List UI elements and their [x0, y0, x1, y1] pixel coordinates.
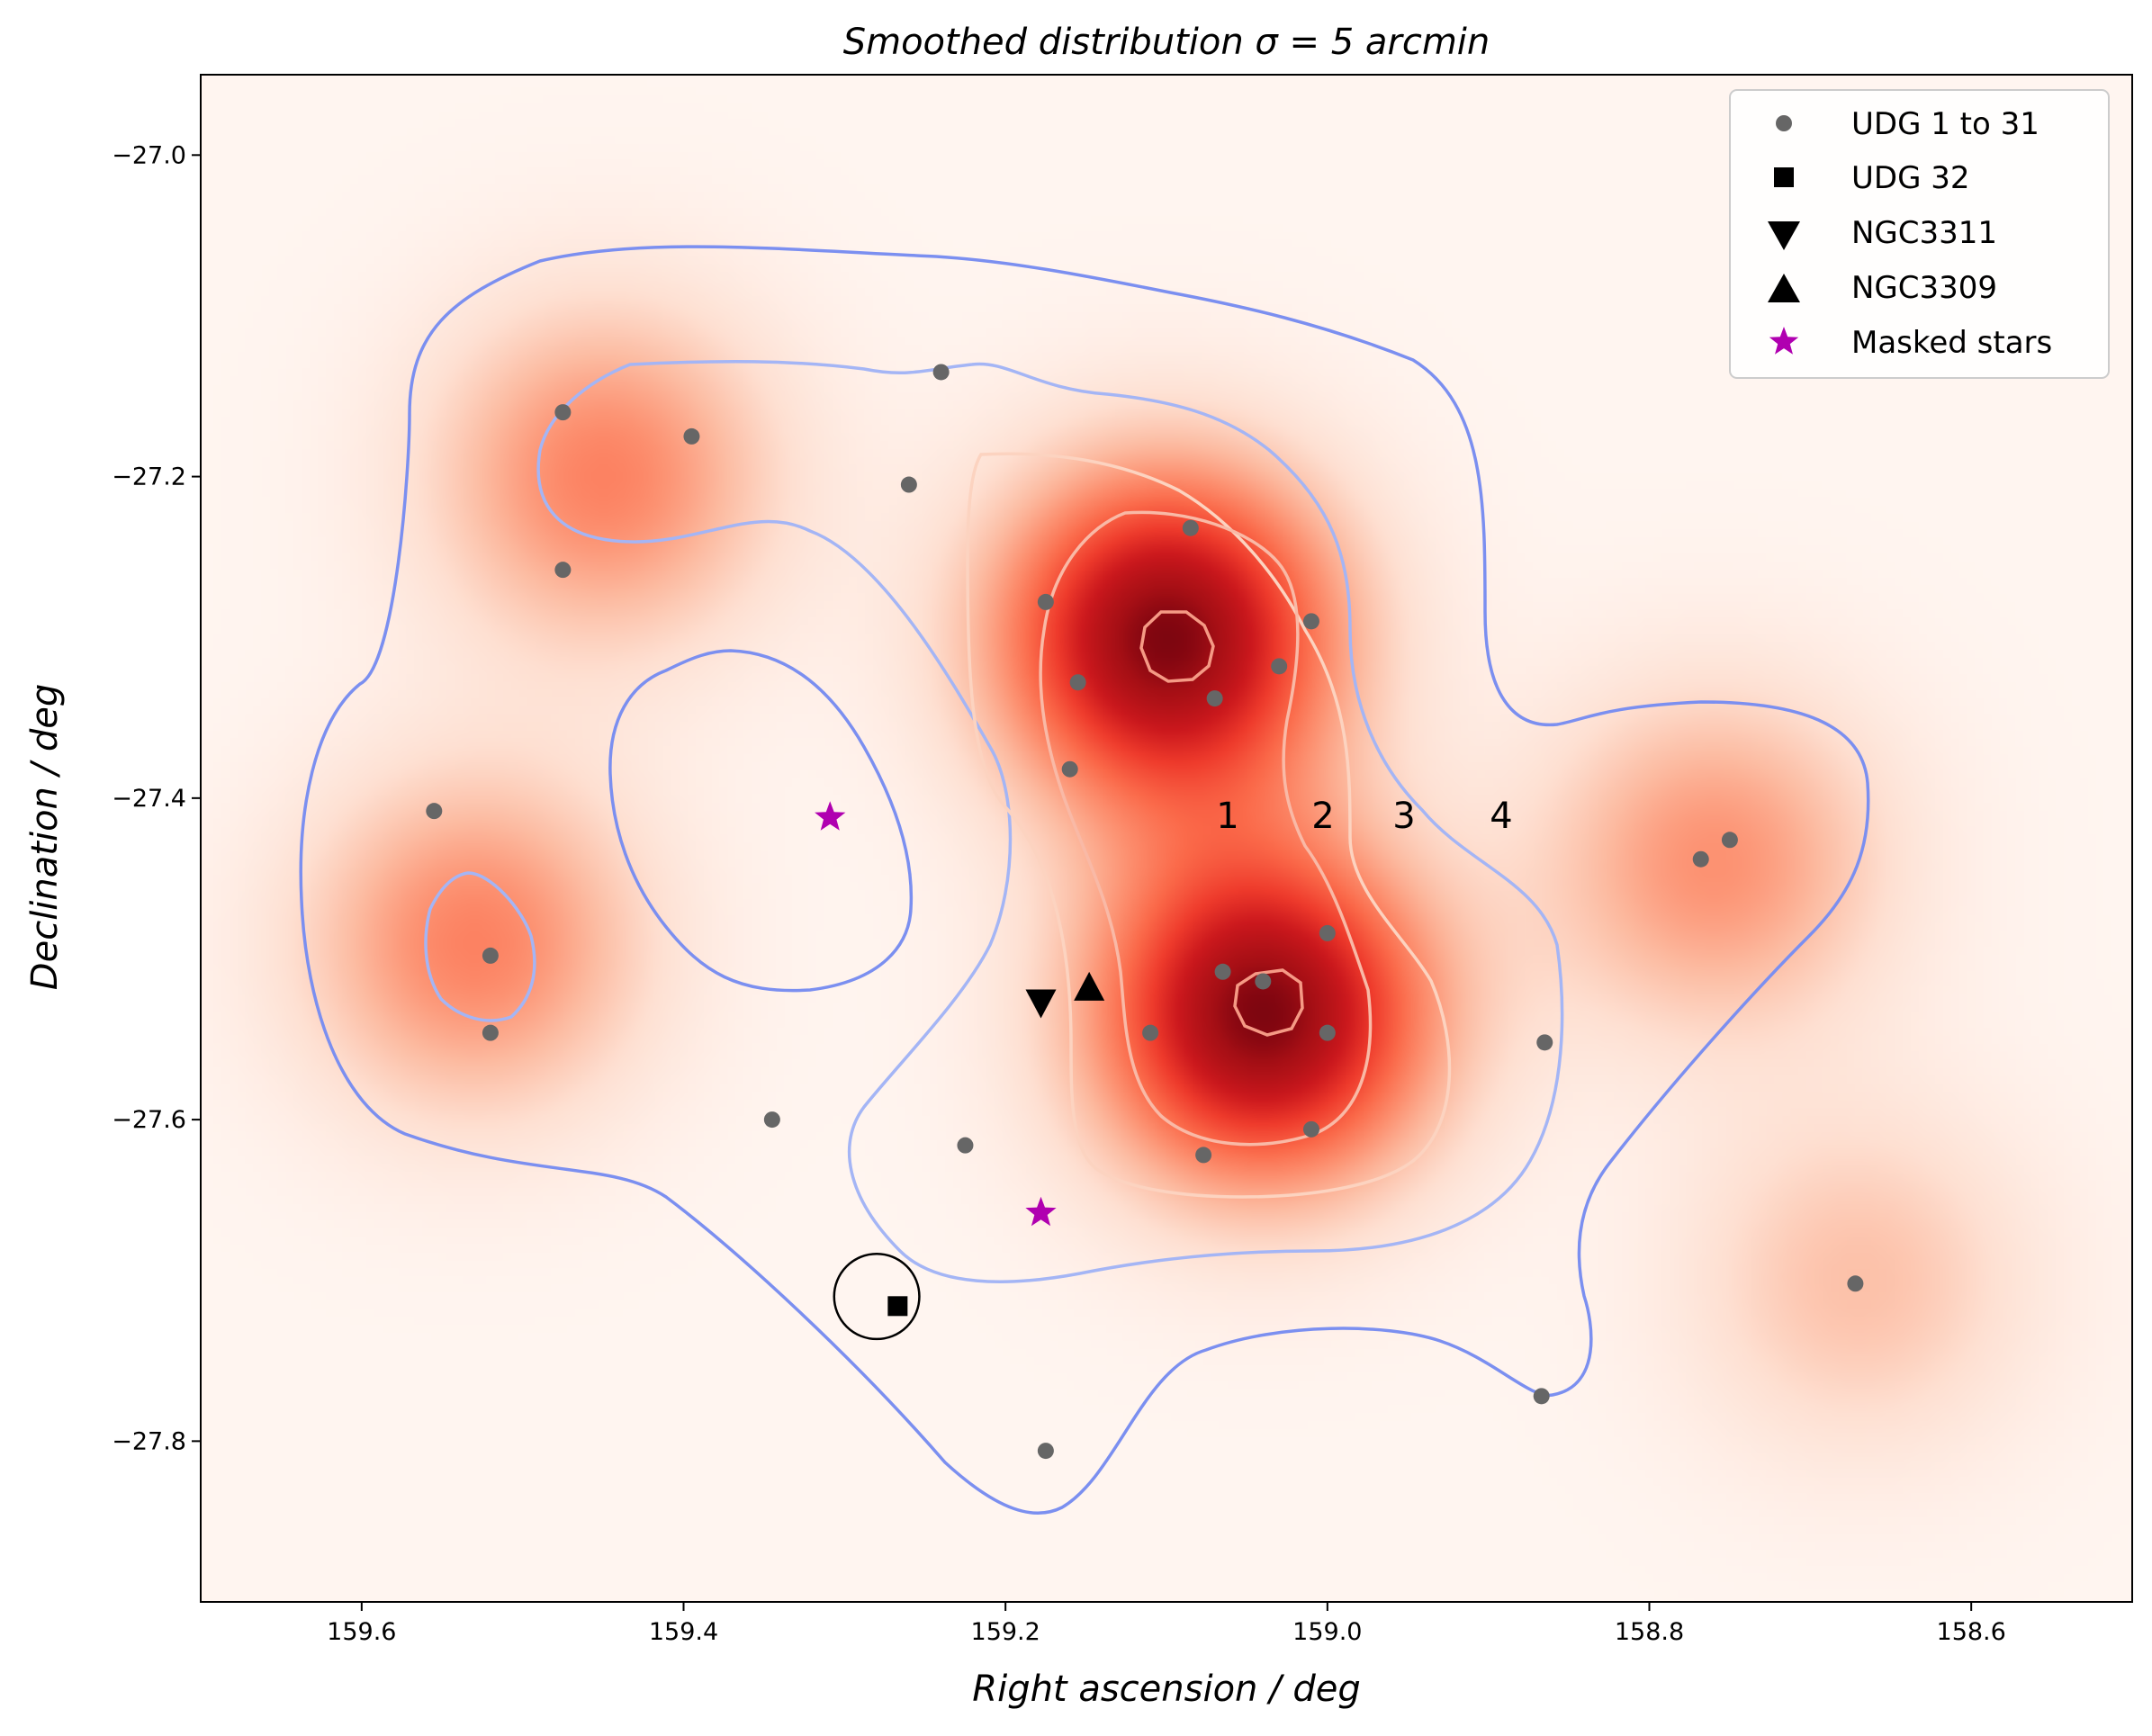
legend-box — [1729, 89, 2110, 379]
udg-point — [1255, 973, 1272, 990]
x-tick-label: 159.0 — [1292, 1618, 1362, 1646]
x-tick-label: 159.4 — [649, 1618, 718, 1646]
y-tick-label: −27.2 — [112, 463, 186, 491]
legend-label-masked-stars: Masked stars — [1851, 325, 2052, 361]
udg-point — [1069, 674, 1086, 691]
masked-star-marker — [1025, 1196, 1057, 1227]
peak-contour-north — [1139, 610, 1215, 683]
peak-contour-south — [1233, 968, 1304, 1037]
y-axis: −27.0 −27.2 −27.4 −27.6 −27.8 — [112, 141, 201, 1455]
y-tick-label: −27.8 — [112, 1427, 186, 1455]
udg32-circle — [833, 1253, 921, 1341]
plot-frame — [200, 74, 2133, 1603]
udg-point — [1061, 760, 1078, 778]
udg-point — [1721, 832, 1738, 849]
udg-point — [1195, 1147, 1212, 1164]
udg-point — [683, 427, 700, 445]
chart-title: Smoothed distribution σ = 5 arcmin — [843, 22, 1490, 63]
udg-point — [900, 476, 917, 493]
udg-point — [1037, 593, 1054, 610]
ngc3309-marker — [1074, 971, 1105, 1001]
udg-point — [1214, 963, 1231, 980]
x-tick-label: 159.6 — [327, 1618, 396, 1646]
legend-marker-ngc3311 — [1768, 221, 1800, 250]
udg-point — [1302, 613, 1319, 630]
contour-label-4: 4 — [1490, 796, 1512, 837]
udg-point — [482, 1024, 499, 1041]
udg-point — [932, 364, 950, 381]
udg-point — [426, 803, 443, 820]
legend-label-ngc3311: NGC3311 — [1851, 215, 1997, 251]
udg-point — [1206, 690, 1223, 707]
y-tick-label: −27.0 — [112, 141, 186, 169]
udg-point — [1847, 1275, 1864, 1292]
masked-star-marker — [815, 801, 846, 831]
legend-label-udg: UDG 1 to 31 — [1851, 106, 2039, 142]
contour-level-3-outer — [536, 359, 1564, 1283]
legend-marker-udg32 — [1774, 167, 1794, 187]
udg-point — [1319, 1024, 1336, 1041]
udg-point — [554, 404, 572, 421]
udg-point — [1302, 1120, 1319, 1138]
legend-marker-ngc3309 — [1768, 274, 1800, 302]
y-axis-title: Declination / deg — [24, 684, 66, 990]
contour-level-4-hole — [608, 649, 914, 993]
x-tick-label: 158.8 — [1615, 1618, 1684, 1646]
udg-point — [1319, 924, 1336, 941]
x-tick-label: 158.6 — [1937, 1618, 2006, 1646]
udg-point — [1182, 519, 1199, 536]
x-axis: 159.6 159.4 159.2 159.0 158.8 158.6 — [327, 1602, 2006, 1646]
x-tick-label: 159.2 — [971, 1618, 1040, 1646]
y-tick-label: −27.6 — [112, 1106, 186, 1134]
markers — [426, 364, 1864, 1460]
contour-level-4-outer — [299, 245, 1870, 1515]
udg-point — [1533, 1388, 1550, 1405]
udg-point — [1271, 658, 1288, 675]
legend-marker-masked-stars — [1769, 327, 1799, 355]
y-tick-label: −27.4 — [112, 785, 186, 813]
contour-level-3-island — [424, 871, 536, 1022]
contour-level-2 — [966, 452, 1452, 1199]
udg-point — [1037, 1443, 1054, 1460]
ngc3311-marker — [1025, 989, 1057, 1019]
udg-point — [1142, 1024, 1159, 1041]
udg32-highlight-circle — [833, 1253, 921, 1341]
contours — [299, 245, 1870, 1515]
legend-label-ngc3309: NGC3309 — [1851, 270, 1997, 306]
udg-point — [482, 947, 499, 964]
udg-point — [957, 1137, 974, 1154]
udg-point — [554, 562, 572, 579]
udg-point — [1692, 850, 1709, 868]
legend-marker-udg — [1776, 115, 1792, 131]
udg-point — [763, 1111, 780, 1129]
legend: UDG 1 to 31 UDG 32 NGC3311 NGC3309 Maske… — [1729, 89, 2110, 379]
x-axis-title: Right ascension / deg — [972, 1669, 1360, 1710]
udg32-point — [887, 1296, 908, 1317]
legend-label-udg32: UDG 32 — [1851, 160, 1969, 196]
udg-point — [1536, 1034, 1553, 1051]
contour-label-2: 2 — [1311, 796, 1334, 837]
contour-label-3: 3 — [1392, 796, 1415, 837]
contour-labels: 1 2 3 4 — [1216, 796, 1512, 837]
contour-label-1: 1 — [1216, 796, 1238, 837]
